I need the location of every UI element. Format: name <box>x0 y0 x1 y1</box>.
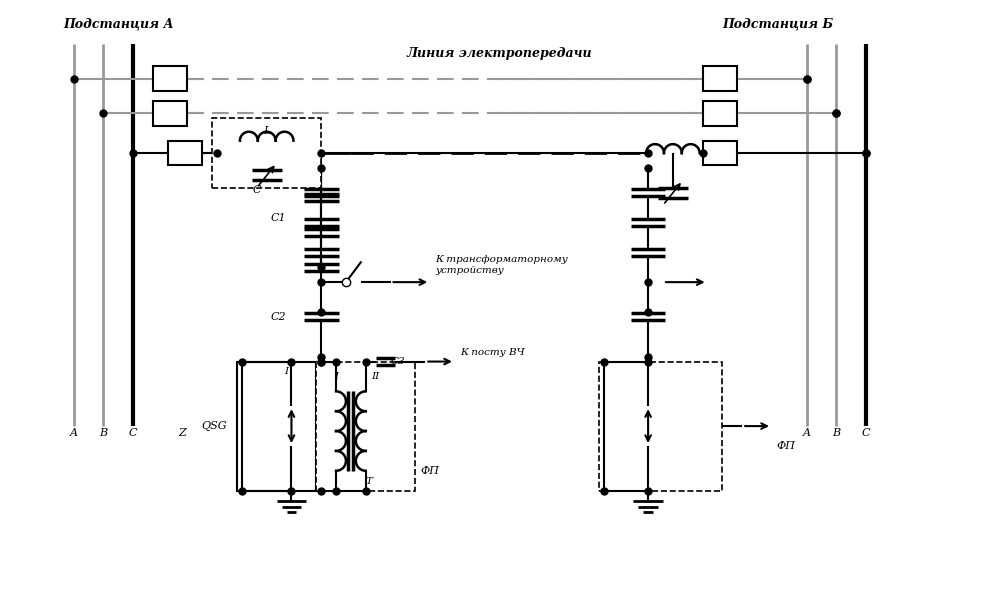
Text: II: II <box>372 373 380 381</box>
Text: A: A <box>802 428 810 438</box>
Text: C2: C2 <box>271 312 287 322</box>
Text: C: C <box>862 428 870 438</box>
Text: C3: C3 <box>391 357 406 366</box>
Text: I: I <box>334 373 338 381</box>
Bar <box>153 101 188 126</box>
Bar <box>153 66 188 91</box>
Bar <box>598 362 722 490</box>
Text: К посту ВЧ: К посту ВЧ <box>460 348 524 356</box>
Bar <box>212 118 322 188</box>
Text: Подстанция Б: Подстанция Б <box>722 18 833 31</box>
Bar <box>168 141 203 165</box>
Text: C: C <box>129 428 137 438</box>
Text: ФП: ФП <box>421 466 440 476</box>
Bar <box>237 362 317 490</box>
Bar <box>702 66 737 91</box>
Text: L: L <box>263 126 271 136</box>
Text: A: A <box>70 428 78 438</box>
Text: I: I <box>285 367 289 376</box>
Text: Линия электропередачи: Линия электропередачи <box>407 47 592 60</box>
Text: К трансформаторному
устройству: К трансформаторному устройству <box>436 255 567 275</box>
Text: Z: Z <box>179 428 187 438</box>
Text: T: T <box>366 477 373 486</box>
Bar <box>702 141 737 165</box>
Text: B: B <box>832 428 840 438</box>
Bar <box>317 362 416 490</box>
Text: ФП: ФП <box>777 441 796 451</box>
Text: Подстанция А: Подстанция А <box>64 18 174 31</box>
Text: C1: C1 <box>271 213 287 223</box>
Bar <box>702 101 737 126</box>
Text: C: C <box>253 185 261 195</box>
Text: B: B <box>99 428 107 438</box>
Text: QSG: QSG <box>202 421 227 431</box>
